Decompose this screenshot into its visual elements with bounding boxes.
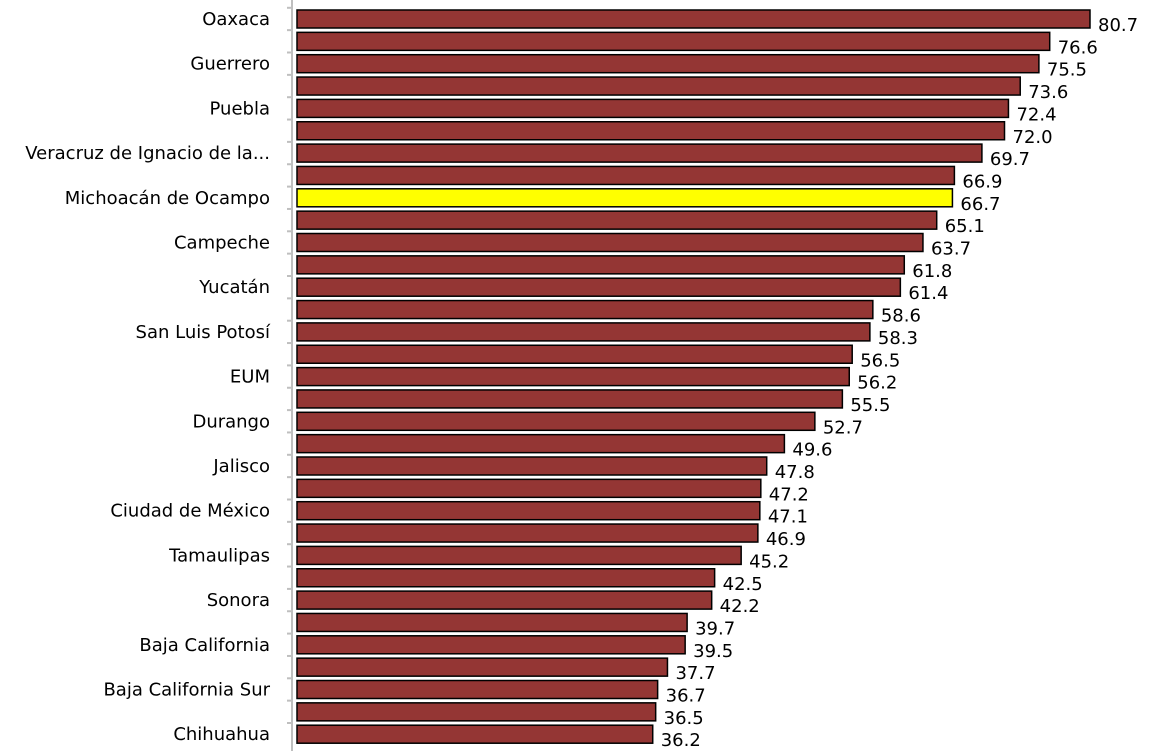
bar xyxy=(296,76,1021,96)
bar xyxy=(296,255,906,275)
bar xyxy=(296,210,938,230)
value-label: 66.9 xyxy=(962,171,1002,192)
value-label: 45.2 xyxy=(749,551,789,572)
bar xyxy=(296,724,654,744)
value-label: 56.5 xyxy=(860,350,900,371)
value-label: 73.6 xyxy=(1028,82,1068,103)
category-label-san-luis-potosi: San Luis Potosí xyxy=(136,322,271,343)
value-label: 36.5 xyxy=(664,708,704,729)
bar xyxy=(296,121,1006,141)
bar xyxy=(296,657,669,677)
bar xyxy=(296,389,844,409)
bar xyxy=(296,322,871,342)
bar xyxy=(296,612,688,633)
bar xyxy=(296,31,1051,52)
bar xyxy=(296,679,659,700)
value-label: 47.8 xyxy=(775,462,815,483)
category-label-veracruz-de-ignacio-de-la: Veracruz de Ignacio de la... xyxy=(25,143,270,164)
value-label: 55.5 xyxy=(850,395,890,416)
bars-group xyxy=(296,9,1091,744)
bar xyxy=(296,344,853,364)
bar xyxy=(296,568,716,588)
bar xyxy=(296,702,657,722)
category-label-baja-california: Baja California xyxy=(139,635,270,656)
value-label: 69.7 xyxy=(990,149,1030,170)
bar-highlighted xyxy=(296,188,954,208)
value-label: 46.9 xyxy=(766,529,806,550)
value-label: 72.4 xyxy=(1016,104,1056,125)
value-label: 47.1 xyxy=(768,507,808,528)
value-label: 56.2 xyxy=(857,373,897,394)
bar xyxy=(296,299,874,320)
value-label: 61.4 xyxy=(908,283,948,304)
bar xyxy=(296,500,761,521)
category-label-durango: Durango xyxy=(192,411,270,432)
bar xyxy=(296,53,1040,74)
category-label-yucatan: Yucatán xyxy=(198,277,270,298)
category-label-baja-california-sur: Baja California Sur xyxy=(103,680,270,701)
bar xyxy=(296,635,686,655)
value-label: 80.7 xyxy=(1098,15,1138,36)
value-label: 47.2 xyxy=(769,484,809,505)
value-label: 36.7 xyxy=(666,686,706,707)
category-label-campeche: Campeche xyxy=(174,233,270,254)
value-label: 66.7 xyxy=(960,194,1000,215)
category-label-ciudad-de-mexico: Ciudad de México xyxy=(110,501,270,522)
category-labels: Oaxaca Guerrero Puebla Veracruz de Ignacio … xyxy=(25,9,271,745)
category-label-sonora: Sonora xyxy=(207,590,270,611)
bar xyxy=(296,411,816,432)
bar xyxy=(296,143,983,163)
bar xyxy=(296,433,786,454)
value-label: 49.6 xyxy=(792,440,832,461)
value-label: 58.6 xyxy=(881,306,921,327)
value-label: 42.5 xyxy=(723,574,763,595)
value-label: 61.8 xyxy=(912,261,952,282)
bar xyxy=(296,9,1091,29)
bar xyxy=(296,277,902,297)
category-label-jalisco: Jalisco xyxy=(212,456,270,477)
value-label: 63.7 xyxy=(931,239,971,260)
value-label: 36.2 xyxy=(661,730,701,751)
value-label: 39.7 xyxy=(695,618,735,639)
category-label-puebla: Puebla xyxy=(210,98,270,119)
value-label: 42.2 xyxy=(720,596,760,617)
value-label: 76.6 xyxy=(1058,37,1098,58)
bar xyxy=(296,523,759,543)
category-label-eum: EUM xyxy=(230,367,270,388)
bar xyxy=(296,366,851,387)
category-label-tamaulipas: Tamaulipas xyxy=(168,545,270,566)
category-label-guerrero: Guerrero xyxy=(190,54,270,75)
value-label: 75.5 xyxy=(1047,60,1087,81)
y-axis-ticks xyxy=(287,6,292,724)
value-label: 58.3 xyxy=(878,328,918,349)
bar xyxy=(296,456,768,476)
value-label: 65.1 xyxy=(945,216,985,237)
value-label: 37.7 xyxy=(675,663,715,684)
bar xyxy=(296,545,742,566)
value-label: 52.7 xyxy=(823,417,863,438)
category-label-michoacan-de-ocampo: Michoacán de Ocampo xyxy=(65,188,270,209)
bar xyxy=(296,478,762,499)
bar xyxy=(296,232,924,253)
value-labels: 80.776.675.573.672.472.069.766.966.765.1… xyxy=(661,15,1138,751)
bar xyxy=(296,165,956,186)
value-label: 39.5 xyxy=(693,641,733,662)
category-label-chihuahua: Chihuahua xyxy=(173,724,270,745)
value-label: 72.0 xyxy=(1013,127,1053,148)
category-label-oaxaca: Oaxaca xyxy=(202,9,270,30)
bar xyxy=(296,590,713,610)
bar xyxy=(296,98,1010,119)
